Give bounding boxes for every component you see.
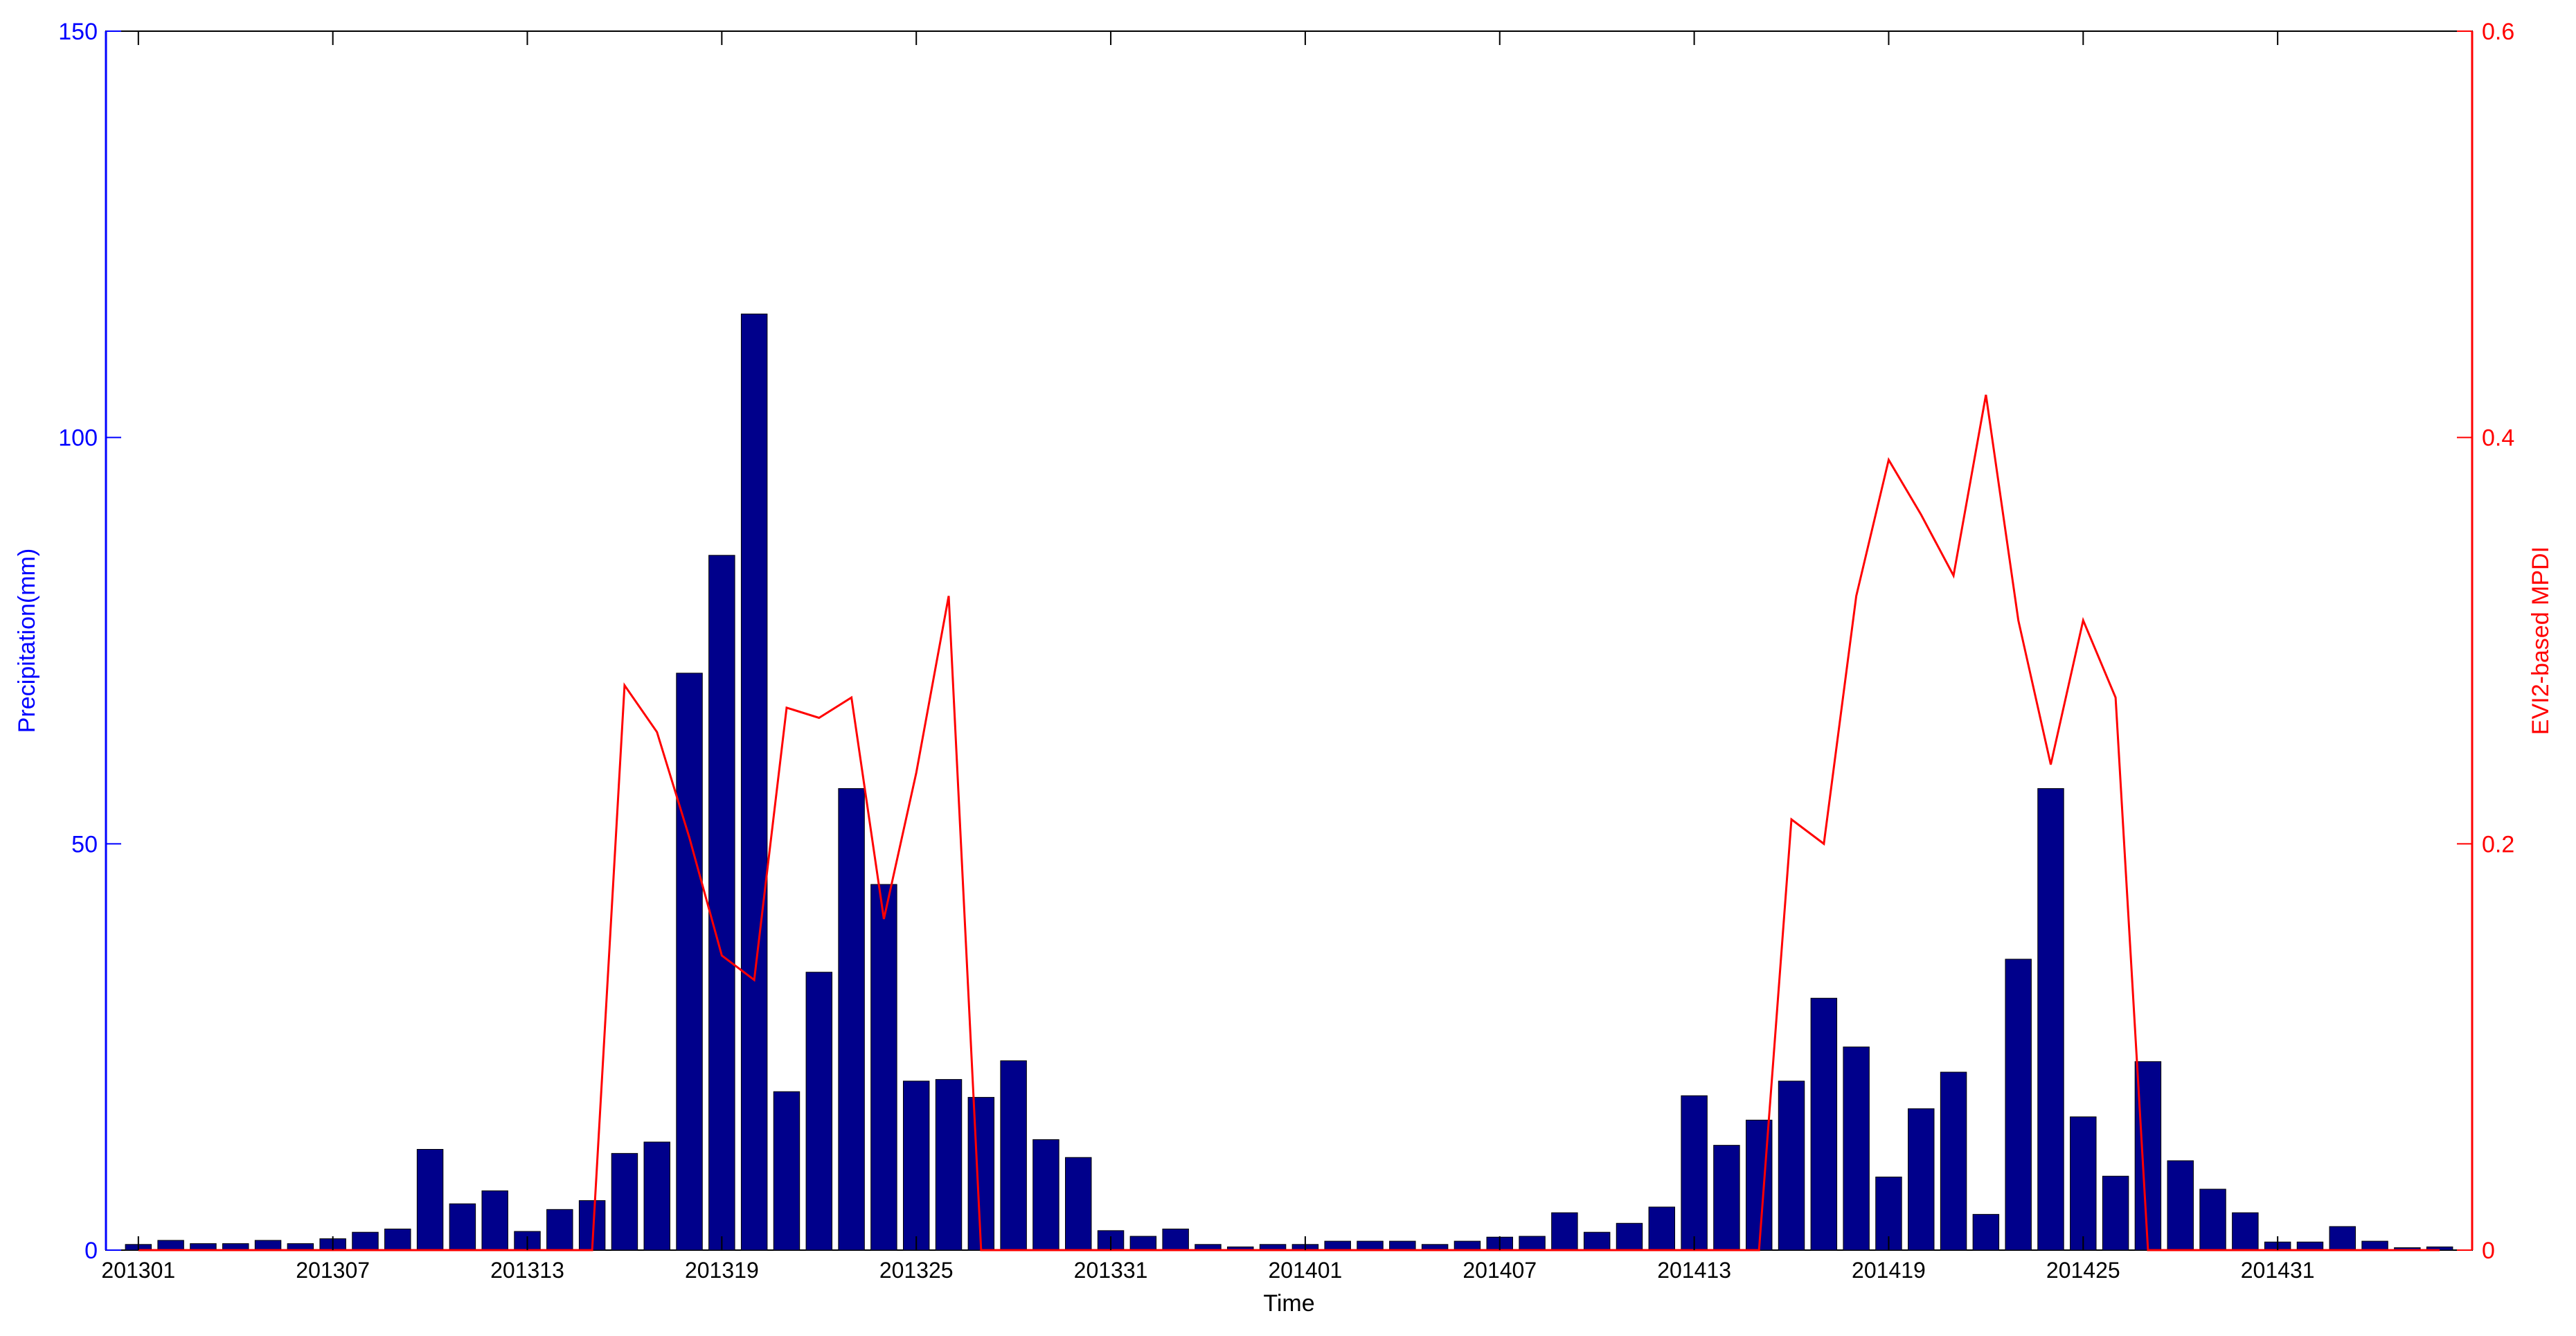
x-tick-label: 201325 — [879, 1258, 954, 1283]
precipitation-bar — [1940, 1071, 1967, 1251]
precipitation-bar — [254, 1240, 282, 1251]
x-tick-label: 201401 — [1269, 1258, 1343, 1283]
precipitation-bar — [449, 1203, 476, 1251]
precipitation-bar — [935, 1079, 963, 1251]
left-tick-label: 50 — [71, 831, 98, 857]
precipitation-bar — [708, 555, 735, 1251]
precipitation-bar — [1810, 997, 1838, 1251]
precipitation-bar — [676, 673, 703, 1251]
precipitation-bar — [2426, 1246, 2453, 1251]
precipitation-bar — [2199, 1188, 2226, 1251]
precipitation-bar — [2167, 1160, 2194, 1251]
x-tick-label: 201419 — [1852, 1258, 1926, 1283]
precipitation-bar — [1065, 1157, 1092, 1251]
precipitation-bar — [1616, 1222, 1643, 1251]
precipitation-bar — [967, 1096, 995, 1251]
precipitation-bar — [1681, 1095, 1708, 1251]
precipitation-bar — [2070, 1116, 2097, 1251]
precipitation-bar — [2037, 788, 2064, 1251]
precipitation-bar — [1713, 1145, 1740, 1251]
x-tick-label: 201319 — [685, 1258, 759, 1283]
right-axis-title: EVI2-based MPDI — [2528, 546, 2554, 735]
precipitation-bar — [1162, 1228, 1189, 1251]
x-tick-label: 201313 — [490, 1258, 564, 1283]
precipitation-bar — [1972, 1213, 2000, 1251]
x-tick-label: 201307 — [296, 1258, 370, 1283]
precipitation-bar — [1324, 1240, 1351, 1251]
x-tick-label: 201407 — [1463, 1258, 1537, 1283]
precipitation-bar — [2329, 1226, 2356, 1251]
precipitation-bar — [740, 313, 768, 1251]
right-tick-label: 0 — [2482, 1238, 2495, 1264]
precipitation-bar — [1032, 1139, 1059, 1251]
precipitation-bar — [643, 1141, 670, 1251]
precipitation-bar — [1551, 1212, 1578, 1251]
precipitation-bar — [157, 1240, 184, 1251]
precipitation-bar — [2102, 1175, 2129, 1251]
precipitation-bar — [1908, 1108, 1935, 1251]
precipitation-bar — [546, 1209, 573, 1251]
precipitation-bar — [1389, 1240, 1416, 1251]
right-tick-label: 0.2 — [2482, 831, 2514, 857]
precipitation-bar — [773, 1091, 800, 1251]
plot-frame — [105, 30, 2473, 1251]
precipitation-bar — [805, 972, 833, 1251]
x-axis-title: Time — [1263, 1290, 1314, 1317]
axes-layer: 201301 201307 201313 201319 201325 201331 2014… — [58, 19, 2514, 1283]
precipitation-bar — [2296, 1241, 2324, 1251]
bars-layer — [125, 313, 2453, 1251]
precipitation-bar — [1583, 1231, 1611, 1251]
precipitation-bar — [611, 1152, 638, 1251]
precipitation-bar — [1843, 1046, 1870, 1251]
x-tick-label: 201431 — [2241, 1258, 2315, 1283]
precipitation-bar — [1778, 1080, 1805, 1251]
precipitation-bar — [1000, 1060, 1027, 1251]
left-tick-label: 100 — [58, 425, 98, 452]
precipitation-bar — [352, 1231, 379, 1251]
left-axis-title: Precipitation(mm) — [14, 549, 40, 733]
left-tick-label: 150 — [58, 19, 98, 45]
right-tick-label: 0.4 — [2482, 425, 2514, 452]
precipitation-bar — [1454, 1240, 1481, 1251]
precipitation-bar — [1519, 1236, 1546, 1251]
precipitation-bar — [902, 1080, 930, 1251]
right-tick-label: 0.6 — [2482, 19, 2514, 45]
precipitation-bar — [416, 1149, 444, 1251]
precipitation-bar — [1357, 1240, 1384, 1251]
precipitation-bar — [384, 1228, 411, 1251]
precipitation-bar — [870, 884, 897, 1251]
precipitation-bar — [2232, 1212, 2259, 1251]
precipitation-bar — [838, 788, 865, 1251]
precipitation-bar — [2361, 1240, 2388, 1251]
x-tick-label: 201413 — [1657, 1258, 1731, 1283]
precipitation-bar — [1648, 1206, 1676, 1251]
x-tick-label: 201425 — [2046, 1258, 2120, 1283]
left-tick-label: 0 — [84, 1238, 98, 1264]
x-tick-label: 201331 — [1074, 1258, 1148, 1283]
precipitation-bar — [481, 1190, 508, 1251]
x-tick-label: 201301 — [101, 1258, 175, 1283]
precipitation-bar — [2005, 959, 2032, 1251]
precipitation-bar — [1129, 1236, 1157, 1251]
mpdi-line — [138, 394, 2440, 1252]
